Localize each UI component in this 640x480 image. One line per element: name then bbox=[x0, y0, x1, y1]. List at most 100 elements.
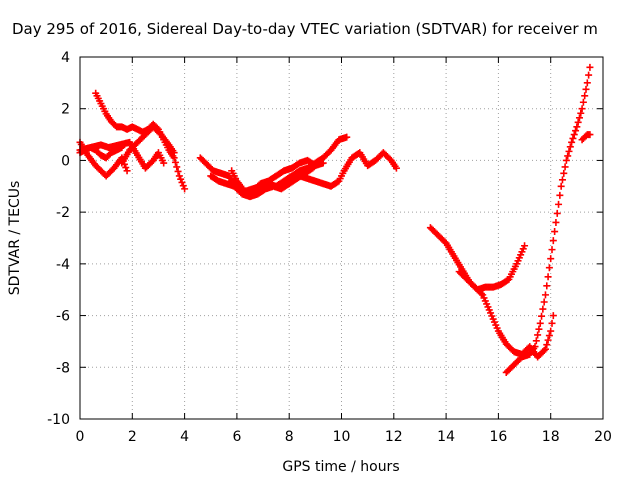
x-tick-label: 18 bbox=[542, 429, 560, 445]
data-point bbox=[564, 152, 572, 160]
y-tick-label: -6 bbox=[56, 309, 70, 325]
axis-ticks: 0 2 4 6 8 10 12 14 16 18 20 -10 -8 -6 -4 -2 0 2 4 bbox=[47, 50, 612, 445]
data-point bbox=[557, 182, 565, 190]
data-point bbox=[540, 346, 548, 354]
data-point bbox=[179, 182, 187, 190]
data-point bbox=[118, 144, 126, 151]
data-series bbox=[578, 131, 594, 144]
data-point bbox=[578, 105, 586, 113]
data-point bbox=[560, 169, 568, 177]
data-point bbox=[545, 332, 553, 340]
y-axis-label: SDTVAR / TECUs bbox=[7, 181, 23, 296]
data-point bbox=[544, 273, 552, 281]
data-point bbox=[178, 178, 186, 186]
data-point bbox=[581, 92, 589, 100]
data-point bbox=[586, 131, 594, 139]
x-tick-label: 0 bbox=[76, 429, 85, 445]
data-marks bbox=[76, 63, 594, 376]
y-tick-label: 2 bbox=[61, 102, 70, 118]
data-point bbox=[521, 242, 529, 250]
y-tick-label: -2 bbox=[56, 205, 70, 221]
data-point bbox=[532, 337, 540, 345]
y-tick-label: -8 bbox=[56, 360, 70, 376]
data-point bbox=[561, 163, 569, 171]
data-point bbox=[392, 164, 400, 172]
y-tick-label: 0 bbox=[61, 153, 70, 169]
data-point bbox=[535, 325, 543, 333]
data-series bbox=[280, 149, 400, 190]
x-tick-label: 6 bbox=[232, 429, 241, 445]
data-point bbox=[566, 143, 574, 151]
data-point bbox=[543, 341, 551, 349]
data-point bbox=[572, 127, 580, 135]
data-point bbox=[568, 138, 576, 146]
data-point bbox=[541, 291, 549, 299]
data-point bbox=[173, 163, 181, 171]
data-series bbox=[426, 224, 529, 294]
x-tick-label: 4 bbox=[180, 429, 189, 445]
data-point bbox=[181, 185, 189, 193]
data-point bbox=[562, 156, 570, 164]
data-point bbox=[477, 290, 485, 298]
data-point bbox=[556, 191, 564, 199]
chart-title: Day 295 of 2016, Sidereal Day-to-day VTE… bbox=[12, 20, 598, 38]
data-point bbox=[531, 343, 539, 351]
data-point bbox=[170, 149, 178, 157]
data-point bbox=[177, 175, 185, 183]
data-point bbox=[582, 85, 590, 93]
data-point bbox=[543, 282, 551, 290]
data-point bbox=[577, 109, 585, 117]
y-tick-label: -4 bbox=[56, 257, 70, 273]
data-point bbox=[534, 331, 542, 339]
data-point bbox=[583, 79, 591, 87]
data-point bbox=[538, 312, 546, 320]
data-point bbox=[570, 131, 578, 139]
data-point bbox=[123, 167, 131, 175]
data-series bbox=[76, 144, 126, 162]
x-tick-label: 2 bbox=[128, 429, 137, 445]
data-point bbox=[343, 133, 351, 141]
data-point bbox=[547, 327, 555, 335]
data-point bbox=[160, 159, 168, 167]
data-point bbox=[555, 200, 563, 208]
data-point bbox=[549, 237, 557, 245]
data-series bbox=[118, 123, 178, 167]
data-point bbox=[545, 264, 553, 272]
x-tick-label: 20 bbox=[594, 429, 612, 445]
data-point bbox=[569, 134, 577, 142]
data-point bbox=[174, 167, 182, 175]
y-tick-label: 4 bbox=[61, 50, 70, 66]
data-point bbox=[551, 228, 559, 236]
data-point bbox=[539, 305, 547, 313]
data-point bbox=[575, 114, 583, 122]
x-axis-label: GPS time / hours bbox=[282, 459, 399, 475]
data-point bbox=[175, 172, 183, 180]
data-point bbox=[544, 336, 552, 344]
data-point bbox=[552, 218, 560, 226]
data-point bbox=[573, 123, 581, 131]
y-tick-label: -10 bbox=[47, 412, 70, 428]
data-point bbox=[122, 164, 130, 172]
data-point bbox=[565, 147, 573, 155]
data-point bbox=[574, 118, 582, 126]
data-point bbox=[586, 63, 594, 71]
data-series bbox=[455, 268, 557, 361]
data-point bbox=[558, 176, 566, 184]
x-tick-label: 8 bbox=[285, 429, 294, 445]
x-tick-label: 12 bbox=[385, 429, 403, 445]
data-point bbox=[171, 158, 179, 166]
data-point bbox=[536, 319, 544, 327]
data-series bbox=[502, 63, 594, 376]
data-point bbox=[541, 345, 549, 353]
data-point bbox=[553, 209, 561, 217]
data-point bbox=[548, 246, 556, 254]
x-tick-label: 14 bbox=[437, 429, 455, 445]
x-tick-label: 16 bbox=[489, 429, 507, 445]
grid-lines bbox=[80, 57, 603, 419]
data-point bbox=[548, 319, 556, 327]
data-point bbox=[547, 255, 555, 263]
data-point bbox=[579, 98, 587, 106]
data-point bbox=[549, 312, 557, 320]
data-point bbox=[540, 298, 548, 306]
